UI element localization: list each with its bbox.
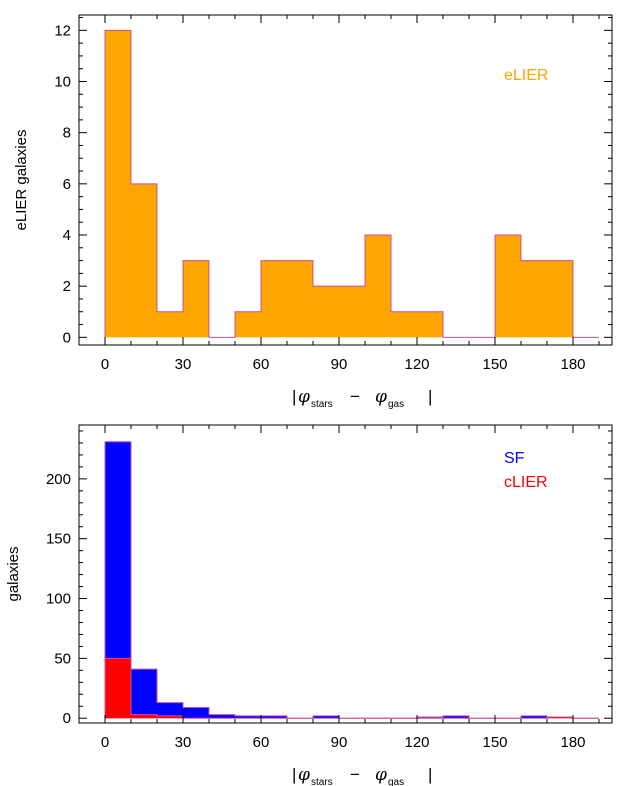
x-tick-label: 30 <box>175 356 192 373</box>
x-axis-title-phi-gas: φ <box>375 765 387 785</box>
x-axis-title-bar-right: | <box>428 387 432 406</box>
histogram-bar <box>235 311 261 338</box>
x-axis-title-minus: − <box>350 765 360 784</box>
histogram-bar <box>183 707 209 719</box>
plot-frame <box>78 14 613 346</box>
y-tick-label: 6 <box>63 176 71 193</box>
histogram-bar <box>157 715 183 719</box>
histogram-bar <box>495 235 521 338</box>
histogram-bar <box>313 715 339 719</box>
histogram-bar <box>105 658 131 719</box>
y-axis-title: eLIER galaxies <box>13 130 30 231</box>
y-tick-label: 4 <box>63 227 71 244</box>
x-tick-label: 150 <box>482 356 507 373</box>
x-tick-label: 30 <box>175 734 192 751</box>
y-tick-label: 150 <box>46 531 71 548</box>
histogram-bar <box>183 260 209 338</box>
histogram-bar <box>209 714 235 719</box>
histogram-bar <box>287 260 313 338</box>
y-tick-label: 0 <box>63 329 71 346</box>
histogram-bar <box>157 702 183 719</box>
x-tick-label: 60 <box>253 734 270 751</box>
histogram-outline <box>104 29 599 338</box>
legend-label-clier: cLIER <box>504 474 548 491</box>
x-axis-title-sub-gas: gas <box>388 399 404 410</box>
y-tick-label: 100 <box>46 591 71 608</box>
y-tick-label: 10 <box>54 74 71 91</box>
x-axis-title-bar-left: | <box>292 387 296 406</box>
x-axis-title-phi-stars: φ <box>298 387 310 407</box>
histogram-bar <box>417 717 443 719</box>
histogram-bar <box>157 311 183 338</box>
y-tick-label: 12 <box>54 22 71 39</box>
histogram-bar <box>547 717 573 719</box>
x-tick-label: 180 <box>560 356 585 373</box>
series-clier <box>104 657 599 719</box>
elier-histogram-panel: 0 30 60 90 120 150 180 0 2 4 6 8 10 12 eLIER galaxies |… <box>13 14 613 410</box>
histogram-bar <box>521 715 547 719</box>
histogram-bar <box>131 669 157 719</box>
plot-frame <box>78 424 613 724</box>
histogram-bar <box>417 311 443 338</box>
x-axis-title-phi-stars: φ <box>298 765 310 785</box>
x-axis-title-sub-stars: stars <box>311 777 333 786</box>
series-elier <box>104 29 599 338</box>
histogram-bar <box>547 260 573 338</box>
histogram-bar <box>391 311 417 338</box>
histogram-bar <box>521 260 547 338</box>
x-tick-label: 0 <box>101 734 109 751</box>
y-tick-label: 8 <box>63 125 71 142</box>
x-tick-label: 120 <box>404 734 429 751</box>
x-tick-label: 90 <box>331 356 348 373</box>
legend-label-elier: eLIER <box>504 67 548 84</box>
legend-label-sf: SF <box>504 450 525 467</box>
histogram-outline <box>104 657 599 719</box>
x-tick-label: 90 <box>331 734 348 751</box>
y-tick-label: 2 <box>63 278 71 295</box>
x-tick-label: 0 <box>101 356 109 373</box>
y-axis-title: galaxies <box>5 546 22 601</box>
x-axis-title-phi-gas: φ <box>375 387 387 407</box>
histogram-bar <box>365 235 391 338</box>
x-tick-label: 120 <box>404 356 429 373</box>
x-axis-title-bar-left: | <box>292 765 296 784</box>
x-axis-title-bar-right: | <box>428 765 432 784</box>
x-tick-label: 150 <box>482 734 507 751</box>
y-tick-label: 200 <box>46 471 71 488</box>
histogram-bar <box>235 715 261 719</box>
x-axis-title-sub-stars: stars <box>311 399 333 410</box>
histogram-bar <box>339 286 365 338</box>
histogram-bar <box>313 286 339 338</box>
histogram-bar <box>131 714 157 719</box>
histogram-bar <box>261 260 287 338</box>
x-axis-title-minus: − <box>350 387 360 406</box>
histogram-bar <box>105 30 131 338</box>
histogram-bar <box>131 183 157 338</box>
x-axis-title: | φ stars − φ gas | <box>292 387 432 410</box>
y-tick-label: 0 <box>63 710 71 727</box>
x-tick-label: 60 <box>253 356 270 373</box>
x-axis-title: | φ stars − φ gas | <box>292 765 432 786</box>
x-tick-label: 180 <box>560 734 585 751</box>
histogram-bar <box>443 715 469 719</box>
x-axis-title-sub-gas: gas <box>388 777 404 786</box>
histogram-bar <box>261 715 287 719</box>
y-tick-label: 50 <box>54 650 71 667</box>
